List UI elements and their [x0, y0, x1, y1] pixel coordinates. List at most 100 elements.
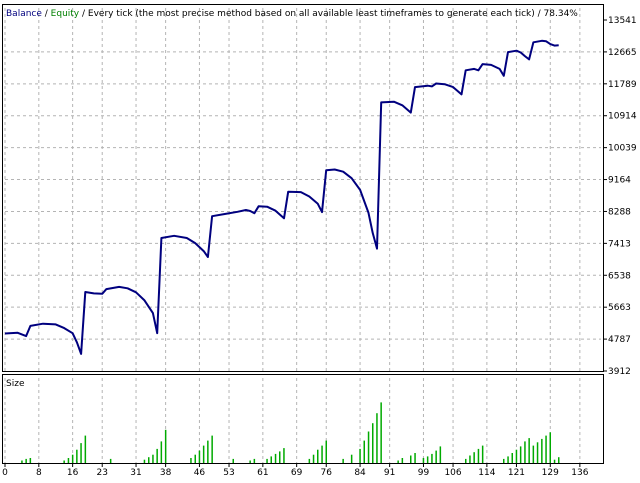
- x-tick-label: 69: [291, 468, 303, 478]
- size-bar: [511, 453, 513, 463]
- size-bar: [426, 456, 429, 463]
- size-bar: [274, 453, 277, 463]
- x-tick-label: 84: [354, 468, 366, 478]
- y-tick-label: 7413: [608, 239, 631, 249]
- size-bar: [558, 457, 560, 463]
- chart-legend-title: Balance / Equity / Every tick (the most …: [6, 9, 578, 19]
- y-tick-label: 11789: [608, 80, 637, 90]
- legend-separator: /: [79, 9, 88, 19]
- size-bar: [367, 431, 370, 463]
- size-bar: [363, 440, 365, 463]
- x-tick-label: 53: [223, 468, 234, 478]
- x-tick-label: 129: [542, 468, 559, 478]
- size-bar: [422, 458, 425, 463]
- size-bar: [507, 456, 509, 463]
- size-bar: [549, 432, 551, 463]
- size-bar: [308, 458, 311, 463]
- size-bar: [477, 448, 480, 463]
- size-bar: [198, 450, 201, 463]
- size-bar: [439, 446, 442, 463]
- y-tick-label: 4787: [608, 335, 631, 345]
- size-bar: [325, 440, 327, 463]
- legend-equity: Equity: [51, 9, 80, 19]
- size-bar: [481, 445, 484, 463]
- size-bar: [156, 448, 158, 463]
- size-bar: [376, 413, 378, 463]
- y-tick-label: 8288: [608, 207, 631, 217]
- size-bar: [160, 441, 163, 463]
- size-bars-group: [21, 402, 560, 464]
- size-bar: [532, 445, 535, 463]
- size-bar: [465, 458, 467, 463]
- y-axis: 13541 12665 11789 10914 10039 9164 8288 7413 653…: [603, 16, 637, 377]
- x-tick-label: 136: [571, 468, 588, 478]
- size-bar: [401, 458, 404, 463]
- size-bar: [536, 442, 539, 464]
- size-bar: [76, 449, 78, 463]
- size-bar: [84, 435, 87, 463]
- size-bar: [435, 450, 437, 463]
- size-bar: [29, 458, 32, 463]
- size-bar: [279, 451, 281, 463]
- size-bar: [317, 449, 319, 463]
- balance-series-group: [4, 39, 559, 355]
- size-panel-frame: [2, 374, 604, 464]
- size-bar: [270, 456, 272, 463]
- y-tick-label: 3912: [608, 367, 631, 377]
- size-bar: [410, 455, 412, 463]
- x-tick-label: 0: [2, 468, 8, 478]
- x-tick-label: 61: [257, 468, 268, 478]
- size-bar: [312, 454, 315, 463]
- y-tick-label: 13541: [608, 16, 637, 26]
- size-bar: [473, 452, 475, 463]
- x-tick-label: 16: [67, 468, 79, 478]
- legend-method: Every tick (the most precise method base…: [88, 9, 535, 19]
- size-panel-label: Size: [6, 379, 25, 389]
- size-bar: [202, 445, 205, 463]
- x-tick-label: 38: [160, 468, 172, 478]
- size-bar: [194, 454, 196, 463]
- size-bar: [253, 458, 256, 463]
- size-bar: [152, 454, 154, 463]
- size-bar: [207, 440, 209, 463]
- y-tick-label: 5663: [608, 303, 631, 313]
- main-panel-frame: [2, 4, 604, 372]
- legend-balance: Balance: [6, 9, 42, 19]
- legend-separator: /: [42, 9, 51, 19]
- size-bar: [469, 455, 471, 463]
- y-tick-label: 10039: [608, 144, 637, 154]
- size-bar: [67, 458, 70, 463]
- size-bar: [553, 459, 556, 463]
- x-tick-label: 99: [418, 468, 430, 478]
- legend-quality: 78.34%: [544, 9, 579, 19]
- x-axis: 0 8 16 23 31 38 46 53 61 69 76 84 91 99 106 114 121 129 13…: [2, 463, 589, 478]
- size-bar: [266, 458, 268, 463]
- x-tick-label: 46: [194, 468, 206, 478]
- y-tick-label: 10914: [608, 112, 637, 122]
- size-bar: [350, 454, 353, 463]
- grid-lines: [4, 8, 601, 463]
- balance-line: [4, 39, 559, 355]
- size-bar: [380, 402, 382, 463]
- size-bar: [21, 460, 23, 463]
- size-bar: [431, 453, 433, 463]
- x-tick-label: 8: [36, 468, 42, 478]
- size-bar: [342, 458, 344, 463]
- size-bar: [211, 435, 213, 463]
- y-tick-label: 12665: [608, 48, 637, 58]
- size-bar: [545, 435, 547, 463]
- size-bar: [232, 458, 234, 463]
- y-tick-label: 9164: [608, 176, 631, 186]
- size-bar: [148, 457, 150, 463]
- x-tick-label: 76: [321, 468, 333, 478]
- legend-separator: /: [535, 9, 544, 19]
- y-tick-label: 6538: [608, 271, 631, 281]
- size-bar: [541, 438, 543, 463]
- size-bar: [249, 460, 251, 463]
- x-tick-label: 114: [478, 468, 495, 478]
- size-bar: [109, 458, 112, 463]
- size-bar: [63, 460, 65, 463]
- x-tick-label: 121: [508, 468, 525, 478]
